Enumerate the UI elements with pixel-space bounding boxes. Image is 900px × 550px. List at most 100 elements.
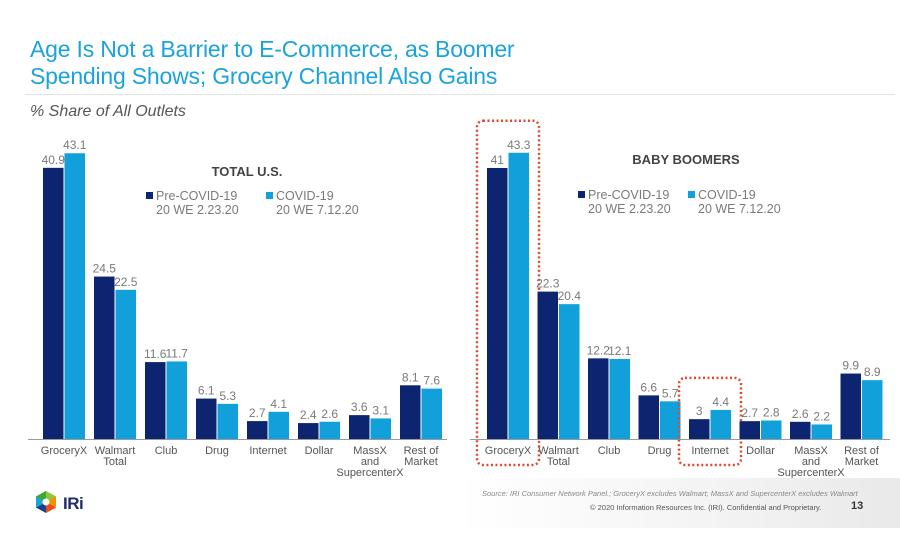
baby-boomers-data-label-pre-covid: 22.3 [536, 277, 560, 291]
baby-boomers-data-label-covid: 8.9 [864, 365, 881, 379]
baby-boomers-bar-pre-covid [487, 167, 508, 440]
baby-boomers-bar-covid [609, 359, 630, 439]
slide-title: Age Is Not a Barrier to E-Commerce, as B… [30, 36, 515, 90]
baby-boomers-category-label: SupercenterX [777, 467, 845, 479]
baby-boomers-category-label: MassX [794, 445, 828, 457]
total-us-category-label: GroceryX [41, 445, 88, 457]
total-us-data-label-pre-covid: 6.1 [198, 384, 215, 398]
logo-text: IRi [63, 494, 84, 513]
total-us-legend-label-pre-covid: Pre-COVID-19 [156, 189, 237, 203]
total-us-data-label-covid: 22.5 [114, 275, 138, 289]
total-us-bar-pre-covid [349, 415, 370, 439]
total-us-category-label: MassX [353, 445, 387, 457]
total-us-bar-covid [217, 403, 238, 439]
total-us-data-label-covid: 11.7 [166, 346, 189, 360]
baby-boomers-legend-label-covid: COVID-19 [698, 188, 756, 202]
baby-boomers-data-label-pre-covid: 2.7 [741, 406, 758, 420]
total-us-data-label-covid: 4.1 [270, 397, 287, 411]
title-divider [25, 94, 895, 95]
total-us-category-label: Dollar [305, 445, 334, 457]
baby-boomers-data-label-pre-covid: 2.6 [792, 407, 809, 421]
total-us-legend-swatch-pre-covid [146, 192, 153, 199]
baby-boomers-category-label: Walmart [538, 445, 579, 457]
baby-boomers-highlight-box [677, 376, 743, 467]
slide-subtitle: % Share of All Outlets [30, 103, 186, 120]
total-us-bar-pre-covid [145, 362, 166, 439]
baby-boomers-legend-swatch-pre-covid [578, 191, 585, 198]
total-us-data-label-pre-covid: 40.9 [42, 153, 66, 167]
baby-boomers-bar-pre-covid [689, 419, 710, 439]
baby-boomers-bar-covid [559, 304, 580, 439]
baby-boomers-legend-period-covid: 20 WE 7.12.20 [698, 202, 781, 216]
baby-boomers-category-label: and [802, 456, 820, 468]
baby-boomers-data-label-pre-covid: 6.6 [640, 380, 657, 394]
total-us-data-label-pre-covid: 8.1 [402, 370, 419, 384]
total-us-data-label-covid: 5.3 [219, 389, 236, 403]
total-us-bar-covid [115, 289, 136, 439]
total-us-bar-covid [166, 361, 187, 439]
baby-boomers-legend-swatch-covid [688, 191, 695, 198]
baby-boomers-data-label-covid: 12.1 [608, 344, 632, 358]
total-us-data-label-covid: 7.6 [423, 374, 440, 388]
footer-band [460, 478, 900, 528]
total-us-bar-pre-covid [196, 398, 217, 439]
total-us-data-label-pre-covid: 2.7 [249, 406, 266, 420]
total-us-bar-pre-covid [247, 421, 268, 439]
slide-title-line-1: Age Is Not a Barrier to E-Commerce, as B… [30, 36, 515, 62]
total-us-data-label-pre-covid: 2.4 [300, 408, 317, 422]
total-us-category-label: Total [103, 456, 126, 468]
total-us-category-label: Walmart [95, 445, 136, 457]
total-us-data-label-covid: 3.1 [372, 403, 389, 417]
baby-boomers-category-label: Club [598, 445, 621, 457]
page-number: 13 [851, 500, 864, 512]
total-us-category-label: Drug [205, 445, 229, 457]
total-us-category-label: Market [404, 456, 438, 468]
total-us-bar-pre-covid [400, 385, 421, 439]
total-us-bar-pre-covid [94, 276, 115, 439]
baby-boomers-category-label: Drug [648, 445, 672, 457]
baby-boomers-data-label-covid: 20.4 [558, 289, 582, 303]
baby-boomers-bar-pre-covid [588, 358, 609, 439]
baby-boomers-bar-pre-covid [638, 395, 659, 439]
copyright-note: © 2020 Information Resources Inc. (IRI).… [590, 503, 822, 512]
total-us-legend-swatch-covid [266, 192, 273, 199]
total-us-category-label: Rest of [404, 445, 440, 457]
baby-boomers-category-label: Rest of [844, 445, 880, 457]
baby-boomers-data-label-covid: 2.8 [763, 405, 780, 419]
slide-title-line-2: Spending Shows; Grocery Channel Also Gai… [30, 63, 498, 89]
baby-boomers-data-label-pre-covid: 3 [696, 404, 703, 418]
baby-boomers-category-label: Internet [691, 445, 728, 457]
total-us-bar-covid [421, 388, 442, 439]
source-note: Source: IRI Consumer Network Panel.; Gro… [482, 489, 858, 498]
total-us-bar-covid [64, 153, 85, 439]
baby-boomers-category-label: Dollar [746, 445, 775, 457]
baby-boomers-chart-title: BABY BOOMERS [632, 152, 740, 167]
total-us-chart-title: TOTAL U.S. [212, 164, 283, 179]
baby-boomers-bar-covid [508, 152, 529, 440]
baby-boomers-bar-covid [710, 409, 731, 439]
total-us-data-label-covid: 2.6 [321, 407, 338, 421]
baby-boomers-category-label: Total [547, 456, 570, 468]
total-us-category-label: SupercenterX [336, 467, 404, 479]
baby-boomers-bar-covid [862, 380, 883, 439]
baby-boomers-bar-pre-covid [739, 421, 760, 439]
total-us-category-label: and [361, 456, 379, 468]
baby-boomers-legend-label-pre-covid: Pre-COVID-19 [588, 188, 669, 202]
total-us-data-label-pre-covid: 11.6 [144, 347, 167, 361]
total-us-legend-period-covid: 20 WE 7.12.20 [276, 203, 359, 217]
baby-boomers-data-label-pre-covid: 12.2 [587, 343, 611, 357]
total-us-legend-period-pre-covid: 20 WE 2.23.20 [156, 203, 239, 217]
baby-boomers-bar-covid [811, 424, 832, 439]
total-us-bar-covid [319, 421, 340, 439]
baby-boomers-data-label-pre-covid: 41 [491, 153, 505, 167]
total-us-data-label-pre-covid: 24.5 [93, 262, 117, 276]
total-us-legend-label-covid: COVID-19 [276, 189, 334, 203]
baby-boomers-bar-pre-covid [790, 421, 811, 439]
baby-boomers-highlight-box [475, 119, 541, 467]
total-us-bar-pre-covid [298, 423, 319, 439]
baby-boomers-bar-pre-covid [840, 373, 861, 439]
baby-boomers-bar-covid [660, 401, 681, 439]
baby-boomers-data-label-covid: 43.3 [507, 138, 531, 152]
baby-boomers-category-label: Market [845, 456, 879, 468]
